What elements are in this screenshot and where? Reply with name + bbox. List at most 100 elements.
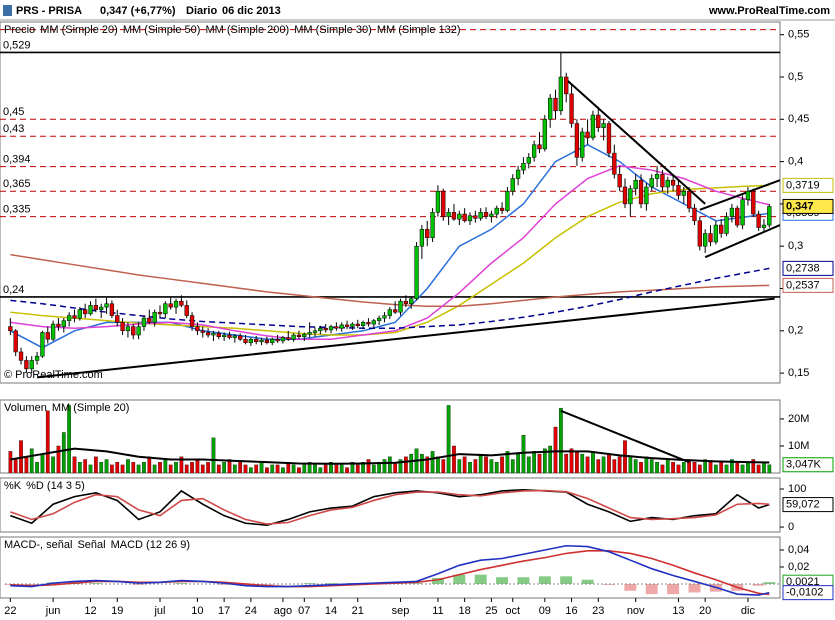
candle-body	[286, 337, 291, 340]
candle-body	[542, 119, 547, 150]
volume-bar	[259, 462, 264, 473]
volume-bar	[692, 462, 697, 473]
x-tick-label: 25	[485, 605, 497, 617]
candle-body	[548, 97, 553, 120]
volume-bar	[649, 459, 654, 473]
histogram-bar	[688, 583, 701, 593]
candle-body	[398, 300, 403, 313]
volume-bar	[35, 462, 39, 473]
value-tag	[782, 177, 834, 193]
candle-body	[745, 190, 751, 200]
volume-bar	[99, 462, 104, 473]
x-tick-label: 13	[672, 605, 684, 617]
candle-body	[40, 332, 45, 357]
volume-bar	[526, 456, 531, 473]
volume-bar	[510, 459, 515, 473]
candle-body	[157, 311, 163, 315]
level-label: 0,394	[3, 154, 31, 166]
volume-bar	[468, 462, 472, 473]
candle-body	[387, 309, 392, 316]
level-label: 0,335	[3, 203, 31, 215]
value-tag-label: 0,2738	[786, 262, 820, 274]
legend-entry: %D (14 3 5)	[26, 480, 85, 492]
candle-body	[56, 323, 61, 327]
symbol: PRS - PRISA	[16, 5, 82, 17]
value-tag	[782, 497, 834, 513]
value-tag-label: -0,0102	[786, 587, 823, 599]
header-icon	[3, 5, 12, 16]
volume-bar	[505, 451, 510, 473]
candle-body	[478, 212, 483, 219]
volume-bar	[297, 467, 301, 473]
candle-body	[499, 207, 505, 211]
value-tag	[782, 585, 834, 601]
volume-bar	[393, 462, 398, 473]
candle-body	[29, 360, 34, 370]
candle-body	[446, 212, 451, 217]
candle-body	[243, 339, 248, 343]
candle-body	[606, 123, 612, 154]
candle-body	[654, 174, 660, 179]
legend-entry: MACD-, señal	[4, 539, 72, 551]
candle-body	[526, 157, 531, 164]
candle-body	[216, 333, 221, 337]
candle-body	[24, 360, 29, 370]
volume-bar	[270, 464, 275, 473]
volume-bar	[371, 464, 376, 473]
panel-content	[10, 488, 770, 526]
candle-body	[644, 186, 649, 205]
volume-bar	[665, 459, 670, 473]
volume-bar	[339, 464, 344, 473]
value-tag	[782, 198, 834, 214]
volume-bar	[452, 445, 456, 473]
volume-bar	[387, 456, 392, 473]
candle-body	[50, 323, 56, 340]
volume-bar	[532, 451, 536, 473]
volume-bar	[703, 459, 708, 473]
volume-bar	[575, 451, 579, 473]
y-tick-label: 0,02	[788, 561, 809, 573]
candle-body	[109, 303, 115, 316]
volume-bar	[489, 459, 494, 473]
volume-bar	[281, 467, 285, 473]
volume-bar	[110, 464, 114, 473]
volume-bar	[13, 459, 18, 473]
candle-body	[99, 306, 104, 310]
volume-bar	[350, 462, 355, 473]
volume-bar	[265, 467, 269, 473]
candle-body	[767, 206, 772, 226]
volume-bar	[564, 453, 569, 473]
candle-body	[141, 317, 147, 327]
volume-bar	[147, 456, 152, 473]
candle-body	[72, 315, 77, 319]
volume-bar	[553, 426, 558, 473]
volume-bar	[681, 462, 686, 473]
volume-bar	[404, 456, 408, 473]
period: Diario	[186, 5, 217, 17]
candle-body	[136, 326, 141, 336]
candle-body	[441, 190, 446, 217]
candle-body	[761, 224, 767, 228]
series-line	[10, 489, 770, 525]
volume-bar	[174, 462, 178, 473]
volume-bar	[190, 462, 194, 473]
volume-bar	[136, 464, 141, 473]
candle-body	[147, 317, 152, 323]
candle-body	[296, 334, 302, 337]
volume-bar	[639, 462, 643, 473]
candle-body	[617, 174, 622, 188]
legend-entry: Precio	[4, 24, 35, 36]
histogram-bar	[560, 576, 573, 584]
volume-bar	[152, 464, 157, 473]
x-tick-label: 24	[245, 605, 257, 617]
volume-bar	[72, 456, 77, 473]
series-line	[10, 267, 770, 330]
candle-body	[179, 300, 184, 306]
volume-bar	[313, 464, 317, 473]
x-tick-label: nov	[627, 605, 645, 617]
volume-bar	[441, 459, 446, 473]
candle-body	[8, 326, 13, 332]
level-label: 0,24	[3, 284, 24, 296]
volume-bar	[355, 464, 360, 473]
